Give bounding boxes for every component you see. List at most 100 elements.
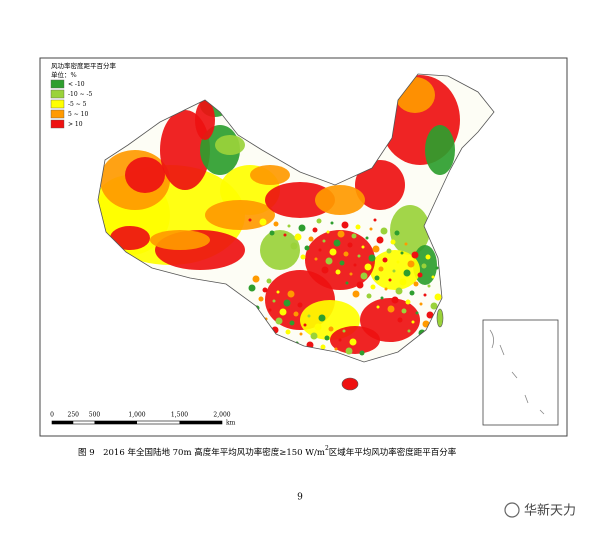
scale-bar-segment	[94, 421, 137, 424]
legend-label: 5 ~ 10	[68, 111, 88, 118]
scale-label: 2,000	[213, 412, 230, 419]
wind-anomaly-speck	[325, 257, 333, 265]
caption-text: 区域年平均风功率密度距平百分率	[329, 447, 457, 458]
wind-anomaly-speck	[290, 242, 298, 250]
wind-anomaly-speck	[357, 254, 361, 258]
wind-anomaly-speck	[413, 281, 419, 287]
wind-anomaly-speck	[360, 272, 368, 280]
wind-anomaly-speck	[426, 311, 434, 319]
wind-anomaly-speck	[421, 263, 427, 269]
wind-anomaly-speck	[405, 299, 411, 305]
wind-anomaly-speck	[378, 266, 384, 272]
south-sea-inset	[482, 319, 559, 426]
wind-anomaly-speck	[285, 329, 291, 335]
wind-anomaly-speck	[297, 302, 303, 308]
wind-anomaly-speck	[283, 233, 287, 237]
wind-anomaly-speck	[308, 236, 314, 242]
wind-anomaly-speck	[374, 275, 380, 281]
legend-label: > 10	[68, 121, 83, 128]
wind-anomaly-speck	[320, 344, 326, 350]
wind-anomaly-zone	[125, 157, 165, 193]
taiwan-island	[436, 308, 444, 328]
wind-anomaly-speck	[400, 251, 404, 255]
wind-anomaly-speck	[376, 236, 384, 244]
wind-anomaly-speck	[342, 329, 346, 333]
watermark-text: 华新天力	[524, 503, 576, 519]
wind-anomaly-speck	[369, 227, 373, 231]
wind-anomaly-speck	[361, 245, 365, 249]
wind-anomaly-zone	[355, 160, 405, 210]
wind-anomaly-speck	[411, 251, 419, 259]
wind-anomaly-speck	[294, 233, 302, 241]
wind-anomaly-speck	[365, 236, 369, 240]
wind-anomaly-zone	[265, 182, 335, 218]
wind-anomaly-speck	[328, 326, 334, 332]
wind-anomaly-speck	[324, 335, 330, 341]
legend-swatch	[50, 99, 65, 109]
wind-anomaly-speck	[307, 314, 311, 318]
wind-anomaly-speck	[345, 347, 353, 355]
wind-anomaly-speck	[300, 254, 306, 260]
caption-text: 图 9 2016 年全国陆地 70m 高度年平均风功率密度≥150 W/m	[78, 447, 325, 458]
wind-anomaly-zone	[195, 100, 215, 140]
wind-anomaly-speck	[330, 221, 334, 225]
wind-anomaly-speck	[349, 272, 353, 276]
legend-label: -10 ~ -5	[68, 91, 93, 98]
wind-anomaly-speck	[252, 275, 260, 283]
wind-anomaly-speck	[425, 254, 431, 260]
scale-label: 500	[89, 412, 101, 419]
wind-anomaly-speck	[423, 293, 427, 297]
wind-anomaly-speck	[272, 299, 276, 303]
wind-anomaly-speck	[258, 296, 264, 302]
wind-anomaly-speck	[404, 242, 408, 246]
legend-label: -5 ~ 5	[68, 101, 87, 108]
figure-caption: 图 9 2016 年全国陆地 70m 高度年平均风功率密度≥150 W/m2区域…	[78, 445, 457, 458]
wind-anomaly-zone	[110, 226, 150, 250]
wind-anomaly-speck	[386, 248, 392, 254]
wind-anomaly-speck	[430, 302, 438, 310]
wind-anomaly-speck	[335, 269, 341, 275]
wind-anomaly-speck	[326, 230, 330, 234]
inset-islands	[489, 329, 545, 415]
wind-anomaly-zone	[390, 205, 430, 255]
wind-anomaly-speck	[372, 245, 380, 253]
wind-anomaly-speck	[380, 296, 384, 300]
wind-anomaly-speck	[314, 257, 318, 261]
wind-anomaly-speck	[299, 332, 303, 336]
wind-anomaly-speck	[318, 314, 326, 322]
wind-anomaly-zone	[260, 230, 300, 270]
wind-anomaly-speck	[397, 317, 403, 323]
wind-anomaly-speck	[276, 290, 280, 294]
wind-anomaly-speck	[321, 266, 329, 274]
wind-anomaly-speck	[312, 227, 318, 233]
scale-label: 1,500	[171, 412, 188, 419]
wind-anomaly-speck	[293, 311, 299, 317]
wind-anomaly-speck	[419, 302, 423, 306]
legend-swatch	[50, 109, 65, 119]
wind-anomaly-speck	[289, 320, 295, 326]
wind-anomaly-zone	[315, 185, 365, 215]
wind-anomaly-speck	[387, 305, 395, 313]
wind-anomaly-speck	[391, 296, 399, 304]
wind-anomaly-zone	[215, 135, 245, 155]
wind-anomaly-speck	[394, 230, 400, 236]
wind-anomaly-speck	[401, 308, 407, 314]
wind-anomaly-speck	[370, 284, 376, 290]
wind-anomaly-speck	[287, 224, 291, 228]
legend: 风功率密度距平百分率 单位：% < -10 -10 ~ -5 -5 ~ 5 5 ~ 1…	[50, 61, 117, 129]
wind-anomaly-zone	[250, 165, 290, 185]
wind-anomaly-speck	[376, 305, 380, 309]
scale-label: 1,000	[128, 412, 145, 419]
wind-anomaly-speck	[322, 239, 326, 243]
wind-anomaly-speck	[415, 311, 419, 315]
wind-anomaly-speck	[403, 269, 411, 277]
wind-anomaly-speck	[298, 224, 306, 232]
wind-anomaly-speck	[275, 317, 283, 325]
wind-anomaly-speck	[417, 272, 423, 278]
logo-icon	[504, 502, 520, 518]
wind-anomaly-speck	[266, 278, 272, 284]
china-outline	[97, 73, 495, 363]
wind-anomaly-zone	[305, 230, 375, 290]
wind-anomaly-speck	[392, 269, 396, 273]
legend-title: 风功率密度距平百分率	[51, 61, 117, 70]
